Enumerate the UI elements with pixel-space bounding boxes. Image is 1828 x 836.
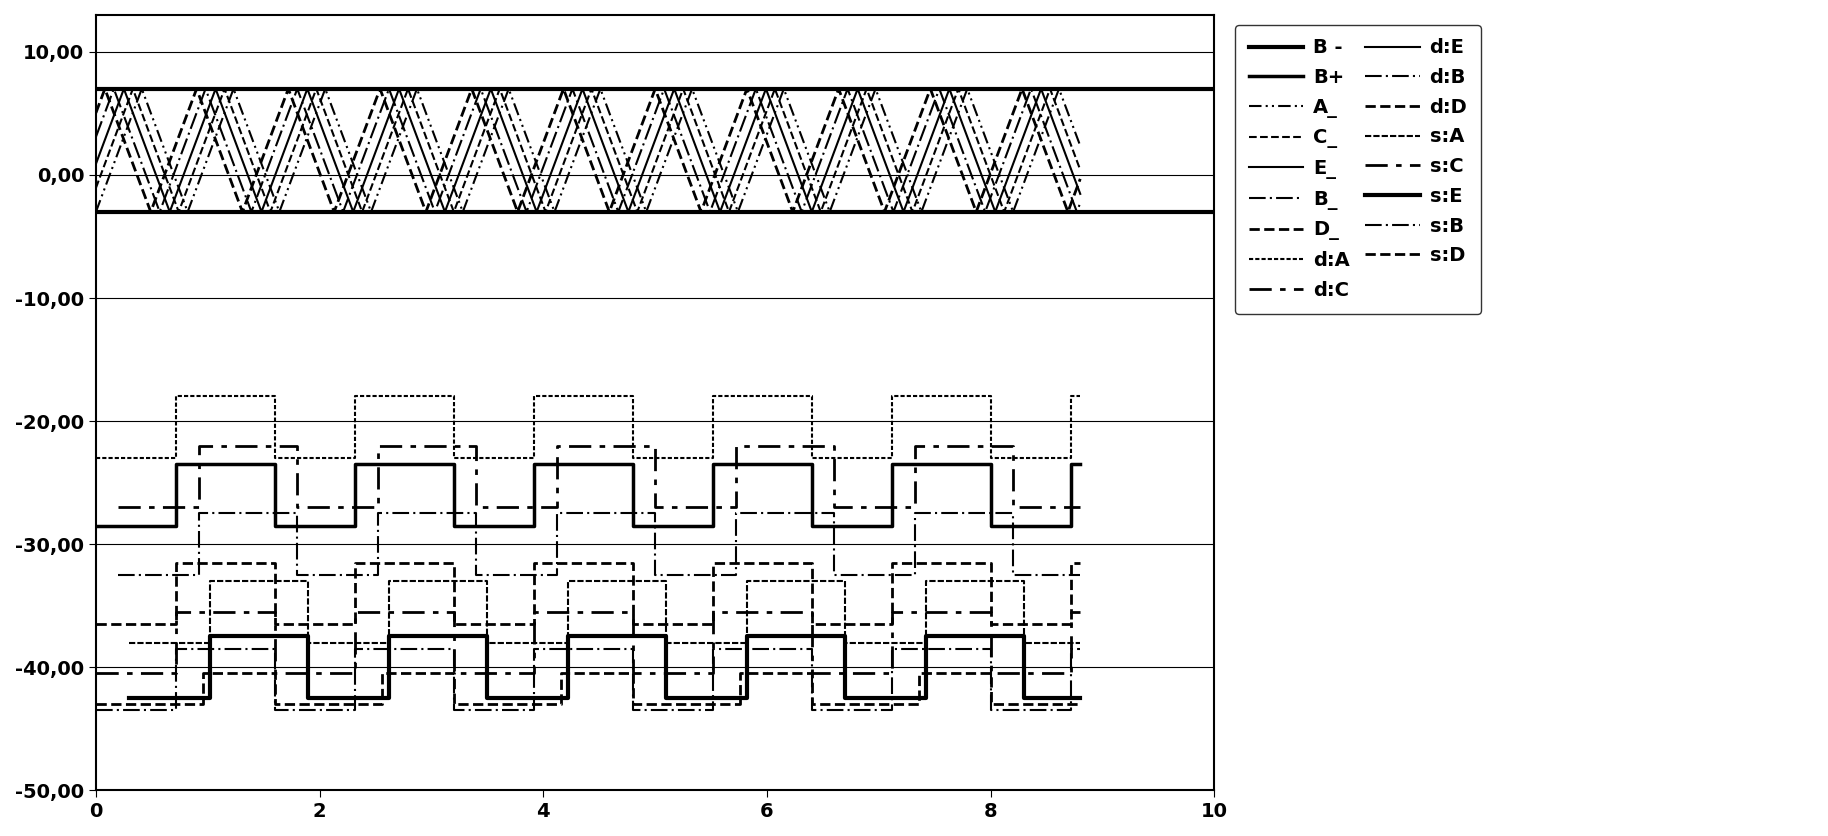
Legend: B -, B+, A_, C_, E_, B_, D_, d:A, d:C, d:E, d:B, d:D, s:A, s:C, s:E, s:B, s:D: B -, B+, A_, C_, E_, B_, D_, d:A, d:C, d…: [1236, 25, 1481, 313]
